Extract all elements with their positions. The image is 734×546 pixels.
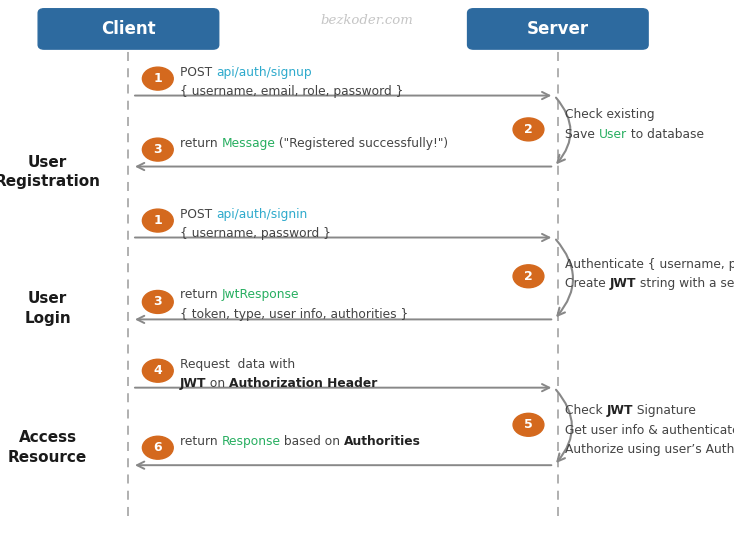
- Text: Get user info & authenticate: Get user info & authenticate: [565, 424, 734, 437]
- Text: 1: 1: [153, 214, 162, 227]
- Text: based on: based on: [280, 435, 344, 448]
- Text: Authorize using user’s Authorities: Authorize using user’s Authorities: [565, 443, 734, 456]
- Text: Authorities: Authorities: [344, 435, 421, 448]
- Circle shape: [142, 436, 173, 459]
- FancyBboxPatch shape: [38, 9, 219, 49]
- Text: Access
Resource: Access Resource: [8, 430, 87, 465]
- Circle shape: [513, 118, 544, 141]
- Text: 4: 4: [153, 364, 162, 377]
- Circle shape: [142, 67, 173, 90]
- Text: 2: 2: [524, 270, 533, 283]
- Circle shape: [513, 265, 544, 288]
- Text: return: return: [180, 137, 222, 150]
- Text: 3: 3: [153, 143, 162, 156]
- Text: User
Registration: User Registration: [0, 155, 101, 189]
- Text: { token, type, user info, authorities }: { token, type, user info, authorities }: [180, 308, 408, 321]
- Text: Authenticate { username, password }: Authenticate { username, password }: [565, 258, 734, 271]
- Text: Check: Check: [565, 404, 607, 417]
- Circle shape: [142, 359, 173, 382]
- Circle shape: [142, 209, 173, 232]
- Text: Create: Create: [565, 277, 610, 290]
- Text: bezkoder.com: bezkoder.com: [321, 14, 413, 27]
- Text: string with a secret: string with a secret: [636, 277, 734, 290]
- Text: Server: Server: [527, 20, 589, 38]
- Text: JwtResponse: JwtResponse: [222, 288, 299, 301]
- Text: api/auth/signin: api/auth/signin: [216, 207, 307, 221]
- Text: 1: 1: [153, 72, 162, 85]
- Text: { username, password }: { username, password }: [180, 227, 331, 240]
- Text: POST: POST: [180, 207, 216, 221]
- Text: JWT: JWT: [180, 377, 206, 390]
- Text: return: return: [180, 288, 222, 301]
- Text: Authorization Header: Authorization Header: [229, 377, 378, 390]
- Text: api/auth/signup: api/auth/signup: [216, 66, 311, 79]
- FancyBboxPatch shape: [468, 9, 648, 49]
- Text: Save: Save: [565, 128, 599, 141]
- Text: JWT: JWT: [610, 277, 636, 290]
- Text: { username, email, role, password }: { username, email, role, password }: [180, 85, 403, 98]
- Text: Response: Response: [222, 435, 280, 448]
- Text: User
Login: User Login: [24, 291, 71, 326]
- Text: Request  data with: Request data with: [180, 358, 295, 371]
- Text: Signature: Signature: [633, 404, 696, 417]
- Text: 3: 3: [153, 295, 162, 308]
- Text: Check existing: Check existing: [565, 108, 655, 121]
- Text: 6: 6: [153, 441, 162, 454]
- Text: ("Registered successfully!"): ("Registered successfully!"): [275, 137, 448, 150]
- Text: to database: to database: [627, 128, 704, 141]
- Circle shape: [142, 138, 173, 161]
- Circle shape: [142, 290, 173, 313]
- Text: return: return: [180, 435, 222, 448]
- Text: Message: Message: [222, 137, 275, 150]
- Circle shape: [513, 413, 544, 436]
- Text: Client: Client: [101, 20, 156, 38]
- Text: POST: POST: [180, 66, 216, 79]
- Text: on: on: [206, 377, 229, 390]
- Text: 5: 5: [524, 418, 533, 431]
- Text: 2: 2: [524, 123, 533, 136]
- Text: JWT: JWT: [607, 404, 633, 417]
- Text: User: User: [599, 128, 627, 141]
